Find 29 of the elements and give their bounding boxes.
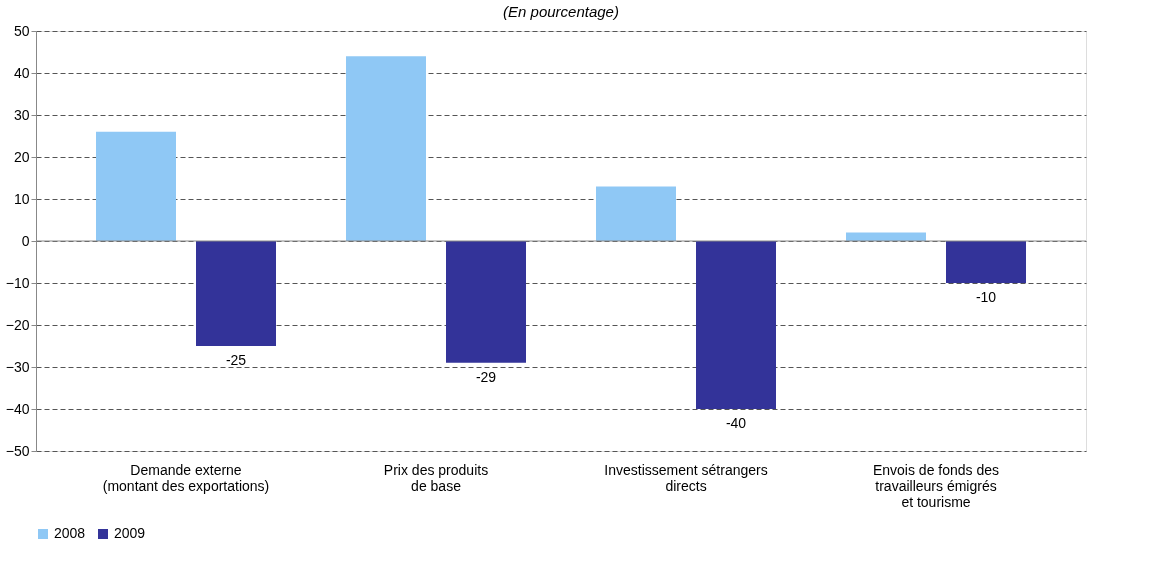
y-tick-label: 50 [13, 22, 30, 39]
legend-label: 2008 [54, 525, 86, 541]
chart-title: (En pourcentage) [503, 3, 619, 20]
y-tick-label: 20 [13, 148, 30, 165]
y-tick-label: −10 [5, 274, 30, 291]
y-tick-label: 10 [13, 190, 30, 207]
data-label: -10 [975, 289, 997, 305]
bar [196, 241, 276, 346]
x-tick-label: Prix des produits de base [383, 461, 489, 494]
bar [96, 131, 176, 241]
x-tick-label: Investissement sétrangers directs [604, 461, 768, 494]
bar [596, 186, 676, 241]
y-tick-label: −50 [5, 442, 30, 459]
y-tick-label: 30 [13, 106, 30, 123]
y-tick-label: −20 [5, 316, 30, 333]
bar [446, 241, 526, 363]
bar [346, 56, 426, 241]
y-tick-label: −30 [5, 358, 30, 375]
x-tick-label: Envois de fonds des travailleurs émigrés et tourisme [872, 461, 1000, 510]
legend-label: 2009 [114, 525, 146, 541]
data-label: -40 [725, 415, 747, 431]
data-label: -29 [475, 368, 497, 385]
bar [946, 241, 1026, 283]
y-tick-label: 0 [21, 232, 30, 249]
y-tick-label: −40 [5, 400, 30, 417]
bar [696, 241, 776, 409]
x-tick-label: Demande externe (montant des exportations) [102, 461, 270, 494]
data-label: -25 [225, 352, 247, 368]
y-tick-label: 40 [13, 64, 30, 81]
